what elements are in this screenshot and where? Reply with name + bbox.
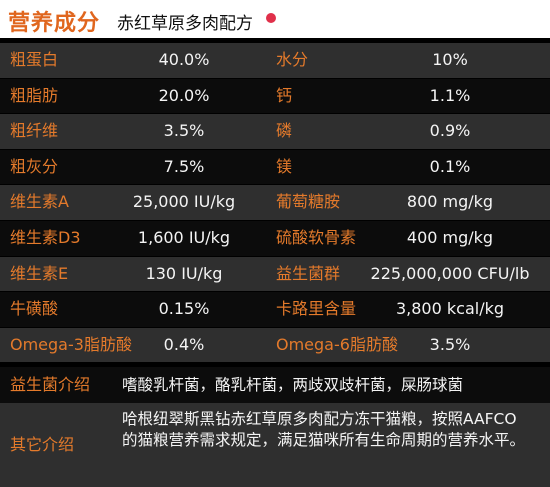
- nutrient-label: 硫酸软骨素: [276, 227, 357, 247]
- nutrient-value: 130 IU/kg: [145, 263, 223, 283]
- nutrient-value: 40.0%: [158, 50, 210, 69]
- section-title: 营养成分: [8, 11, 101, 36]
- probiotics-row: 益生菌介绍 嗜酸乳杆菌，酪乳杆菌，两歧双歧杆菌，屎肠球菌: [0, 367, 550, 403]
- nutrient-value: 225,000,000 CFU/lb: [370, 263, 530, 283]
- other-info-row: 其它介绍 哈根纽翠斯黑钻赤红草原多肉配方冻干猫粮，按照AAFCO的猫粮营养需求规…: [0, 403, 550, 487]
- nutrient-value: 0.9%: [429, 121, 471, 141]
- nutrient-label: 粗纤维: [10, 121, 59, 141]
- nutrient-value: 800 mg/kg: [406, 192, 494, 212]
- nutrient-label: Omega-3脂肪酸: [10, 334, 132, 354]
- probiotics-label: 益生菌介绍: [10, 375, 91, 394]
- nutrient-label: 维生素D3: [10, 227, 81, 247]
- nutrient-label: 益生菌群: [276, 263, 341, 283]
- record-dot-icon: [266, 13, 276, 23]
- table-row: Omega-3脂肪酸 0.4% Omega-6脂肪酸 3.5%: [0, 327, 550, 364]
- nutrient-label: 水分: [276, 50, 309, 69]
- nutrient-label: 维生素A: [10, 192, 69, 212]
- header-banner: 营养成分 赤红草原多肉配方: [0, 0, 550, 38]
- nutrient-value: 400 mg/kg: [406, 227, 494, 247]
- nutrient-value: 20.0%: [158, 85, 210, 105]
- nutrient-label: 镁: [276, 156, 293, 176]
- table-row: 维生素D3 1,600 IU/kg 硫酸软骨素 400 mg/kg: [0, 220, 550, 257]
- nutrient-value: 0.1%: [429, 156, 471, 176]
- table-row: 牛磺酸 0.15% 卡路里含量 3,800 kcal/kg: [0, 292, 550, 328]
- table-row: 粗纤维 3.5% 磷 0.9%: [0, 114, 550, 150]
- nutrient-label: Omega-6脂肪酸: [276, 334, 398, 354]
- table-row: 维生素A 25,000 IU/kg 葡萄糖胺 800 mg/kg: [0, 185, 550, 221]
- nutrient-value: 7.5%: [163, 156, 205, 176]
- table-row: 维生素E 130 IU/kg 益生菌群 225,000,000 CFU/lb: [0, 256, 550, 293]
- nutrient-value: 3.5%: [429, 334, 471, 354]
- nutrient-label: 粗蛋白: [10, 50, 59, 69]
- nutrient-value: 1,600 IU/kg: [137, 227, 231, 247]
- nutrient-label: 维生素E: [10, 263, 69, 283]
- nutrient-label: 粗灰分: [10, 156, 59, 176]
- table-row: 粗蛋白 40.0% 水分 10%: [0, 43, 550, 79]
- nutrient-label: 磷: [276, 121, 293, 141]
- table-row: 粗灰分 7.5% 镁 0.1%: [0, 149, 550, 186]
- probiotics-text: 嗜酸乳杆菌，酪乳杆菌，两歧双歧杆菌，屎肠球菌: [122, 376, 464, 394]
- nutrient-value: 10%: [432, 50, 468, 69]
- table-row: 粗脂肪 20.0% 钙 1.1%: [0, 78, 550, 115]
- nutrient-label: 牛磺酸: [10, 299, 59, 319]
- nutrient-value: 0.15%: [158, 299, 210, 319]
- other-info-label: 其它介绍: [10, 435, 75, 454]
- nutrient-label: 卡路里含量: [276, 299, 357, 319]
- nutrient-value: 25,000 IU/kg: [132, 192, 236, 212]
- nutrition-table: 粗蛋白 40.0% 水分 10% 粗脂肪 20.0% 钙 1.1% 粗纤维 3.5% 磷 0.9% 粗灰…: [0, 43, 550, 364]
- nutrient-value: 3,800 kcal/kg: [395, 299, 504, 319]
- nutrient-value: 0.4%: [163, 334, 205, 354]
- nutrient-label: 粗脂肪: [10, 85, 59, 105]
- nutrient-label: 葡萄糖胺: [276, 192, 341, 212]
- product-subtitle: 赤红草原多肉配方: [117, 14, 253, 34]
- nutrient-value: 3.5%: [163, 121, 205, 141]
- other-info-text: 哈根纽翠斯黑钻赤红草原多肉配方冻干猫粮，按照AAFCO的猫粮营养需求规定，满足猫…: [122, 410, 526, 449]
- nutrient-label: 钙: [276, 85, 293, 105]
- nutrient-value: 1.1%: [429, 85, 471, 105]
